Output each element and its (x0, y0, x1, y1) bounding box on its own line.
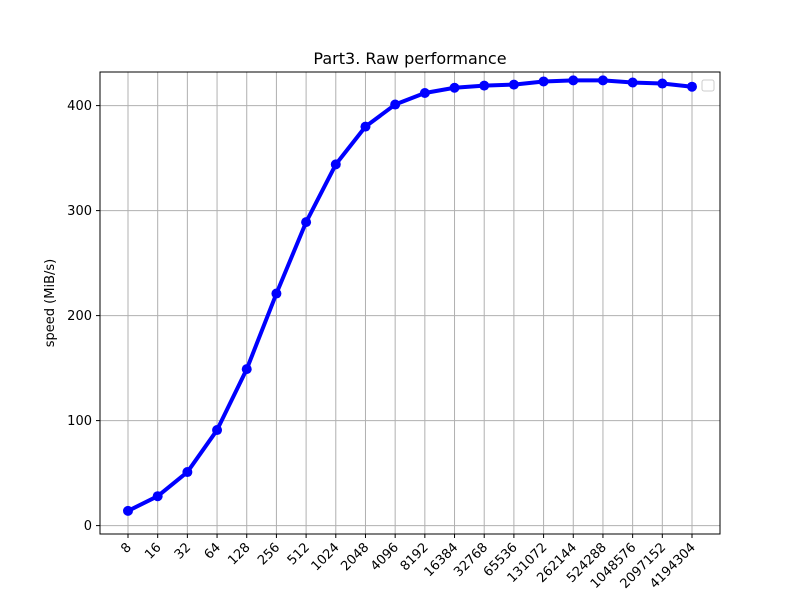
data-point (212, 425, 223, 436)
data-point (330, 159, 341, 170)
x-tick-label: 32 (172, 540, 194, 562)
series-layer (123, 75, 697, 516)
y-tick-label: 400 (67, 99, 92, 114)
data-point (301, 217, 312, 228)
data-point (508, 79, 519, 90)
y-tick-label: 300 (67, 204, 92, 219)
axis-ticks: 8 16 32 64 128 256 512102420484096819216384327… (67, 99, 699, 592)
chart-title: Part3. Raw performance (313, 49, 506, 68)
x-tick-label: 4096 (368, 540, 402, 574)
y-tick-label: 0 (84, 519, 92, 534)
data-point (449, 82, 460, 93)
x-tick-label: 64 (202, 540, 224, 562)
data-point (687, 81, 697, 92)
data-point (627, 77, 638, 88)
data-point (597, 75, 608, 86)
data-point (568, 75, 579, 86)
data-point (360, 121, 371, 132)
data-point (657, 78, 668, 89)
grid-lines (100, 72, 720, 534)
x-tick-label: 1024 (309, 540, 343, 574)
y-tick-label: 100 (67, 414, 92, 429)
data-point (123, 505, 133, 516)
legend-box (701, 79, 715, 92)
x-tick-label: 2048 (338, 540, 372, 574)
data-point (152, 491, 163, 502)
data-point (390, 99, 401, 110)
x-tick-label: 8 (118, 540, 134, 556)
y-tick-label: 200 (67, 309, 92, 324)
data-point (419, 88, 430, 98)
data-point (538, 76, 549, 87)
data-point (271, 288, 282, 299)
x-tick-label: 128 (225, 540, 253, 568)
x-tick-label: 16 (142, 540, 164, 562)
data-point (479, 80, 490, 91)
series-line (126, 78, 694, 513)
data-point (241, 364, 252, 375)
x-tick-label: 256 (255, 540, 283, 568)
data-point (182, 467, 193, 478)
y-axis-label: speed (MiB/s) (43, 259, 58, 347)
plot-frame (99, 71, 721, 535)
